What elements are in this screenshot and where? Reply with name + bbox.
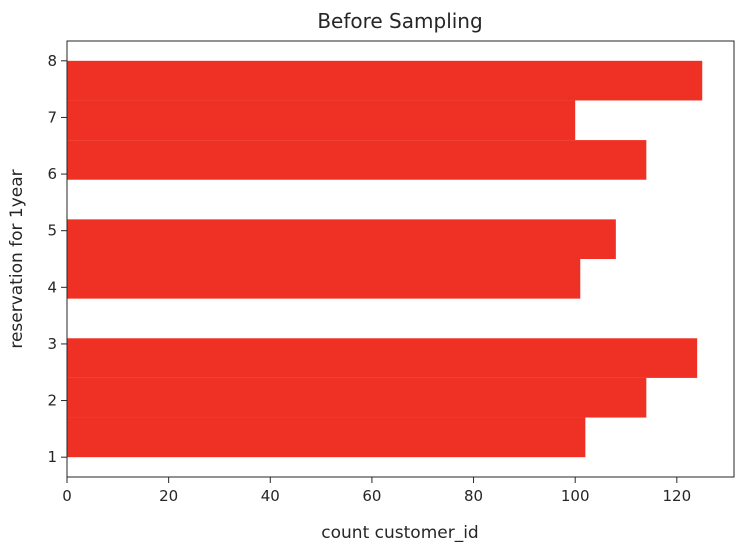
x-tick-label: 120	[663, 487, 692, 505]
x-tick-label: 100	[561, 487, 590, 505]
x-tick-label: 40	[261, 487, 280, 505]
y-axis-label: reservation for 1year	[7, 169, 27, 348]
y-tick-label: 3	[47, 335, 57, 353]
bar-5	[67, 259, 581, 299]
bar-9	[67, 100, 576, 141]
y-tick-label: 2	[47, 392, 57, 410]
y-tick-label: 6	[47, 165, 57, 183]
x-tick-label: 20	[159, 487, 178, 505]
x-tick-label: 80	[464, 487, 483, 505]
y-tick-label: 7	[47, 108, 57, 126]
x-axis-label: count customer_id	[321, 523, 478, 543]
bar-10	[67, 60, 703, 101]
bars-group	[67, 60, 703, 458]
chart-title: Before Sampling	[317, 9, 482, 33]
x-axis-ticks: 0 20 40 60 80 100 120	[62, 477, 691, 505]
bar-3	[67, 338, 698, 378]
x-tick-label: 0	[62, 487, 72, 505]
y-tick-label: 4	[47, 278, 57, 296]
y-axis-ticks: 1 2 3 4 5 6 7 8	[47, 52, 67, 466]
y-tick-label: 5	[47, 222, 57, 240]
plot-frame	[66, 40, 735, 478]
bar-2	[67, 377, 647, 418]
bar-1	[67, 417, 586, 458]
y-tick-label: 8	[47, 52, 57, 70]
bar-6	[67, 219, 616, 259]
y-tick-label: 1	[47, 448, 57, 466]
x-tick-label: 60	[362, 487, 381, 505]
bar-8	[67, 140, 647, 180]
